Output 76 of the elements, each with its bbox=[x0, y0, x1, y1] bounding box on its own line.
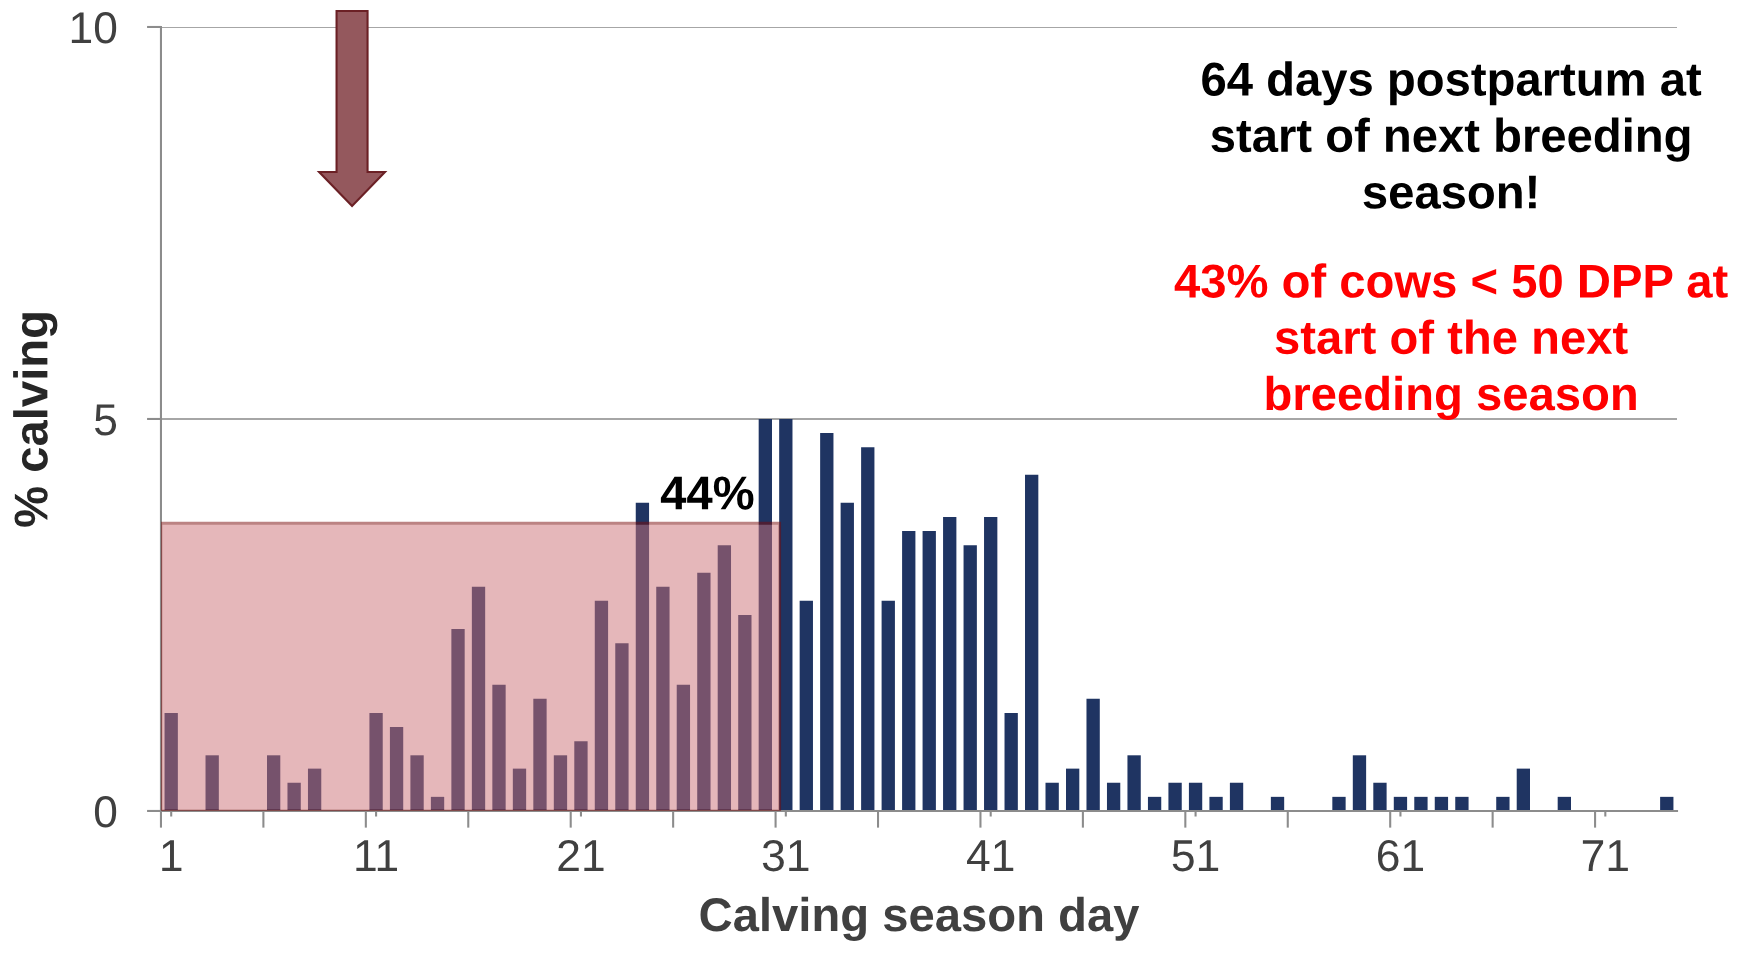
bar bbox=[1496, 796, 1510, 811]
bar bbox=[451, 629, 465, 811]
x-tick-label: 31 bbox=[762, 839, 809, 872]
bar bbox=[984, 516, 998, 811]
x-tick-label: 71 bbox=[1582, 840, 1628, 871]
bar bbox=[553, 755, 568, 811]
bar bbox=[512, 768, 527, 811]
bar bbox=[1209, 796, 1223, 811]
bar bbox=[717, 545, 732, 811]
bar bbox=[615, 643, 629, 811]
y-axis-title: % calving bbox=[13, 313, 58, 527]
bar bbox=[1106, 782, 1121, 811]
y-tick-label: 0 bbox=[94, 796, 117, 828]
bar bbox=[1168, 782, 1182, 811]
bar bbox=[1127, 755, 1141, 811]
x-axis-title: Calving season day bbox=[700, 896, 1140, 942]
x-tick-label: 1 bbox=[162, 840, 182, 871]
bar bbox=[1270, 796, 1285, 811]
bar bbox=[430, 796, 445, 811]
bar bbox=[1373, 782, 1387, 811]
bar bbox=[963, 545, 977, 811]
bar bbox=[676, 684, 691, 811]
bar bbox=[287, 782, 301, 811]
bar bbox=[1393, 796, 1408, 811]
y-tick-label: 5 bbox=[94, 404, 117, 436]
bar bbox=[799, 600, 813, 811]
bar bbox=[1557, 796, 1571, 811]
y-tick-label: 10 bbox=[71, 12, 117, 44]
x-tick-label: 61 bbox=[1377, 839, 1423, 872]
bar bbox=[779, 418, 793, 811]
bar bbox=[902, 531, 916, 811]
bar bbox=[1045, 782, 1059, 811]
bar bbox=[1004, 712, 1018, 811]
bar bbox=[1352, 755, 1367, 811]
bar bbox=[656, 586, 670, 811]
bar bbox=[1025, 474, 1039, 811]
bar bbox=[1516, 768, 1531, 811]
bar bbox=[881, 600, 895, 811]
x-tick-label: 51 bbox=[1172, 840, 1219, 872]
bar bbox=[1434, 796, 1449, 811]
x-tick-label: 41 bbox=[967, 840, 1014, 871]
bar bbox=[738, 614, 752, 811]
bar bbox=[492, 684, 506, 811]
bar bbox=[410, 755, 424, 811]
bar bbox=[1147, 796, 1162, 811]
bar bbox=[840, 502, 854, 811]
x-tick-label: 11 bbox=[356, 840, 397, 871]
bar bbox=[758, 418, 772, 811]
bar bbox=[594, 600, 609, 811]
bar bbox=[861, 447, 875, 811]
bar bbox=[1414, 796, 1428, 811]
bar bbox=[266, 755, 281, 811]
bar bbox=[205, 755, 219, 811]
bar bbox=[1188, 782, 1203, 811]
bar bbox=[369, 712, 383, 811]
bar bbox=[1455, 796, 1469, 811]
annotation: 43% of cows < 50 DPP at start of the next breeding season bbox=[1174, 263, 1728, 421]
bar bbox=[533, 698, 547, 811]
bar bbox=[1065, 768, 1080, 811]
bar bbox=[922, 531, 936, 811]
bar bbox=[307, 768, 322, 811]
bar bbox=[635, 502, 650, 811]
bar bbox=[389, 727, 404, 811]
bar bbox=[943, 516, 957, 811]
bar bbox=[1332, 796, 1346, 811]
bar bbox=[574, 741, 588, 811]
bar bbox=[1086, 698, 1100, 811]
band-label: 44% bbox=[660, 476, 754, 510]
bar bbox=[1660, 796, 1674, 811]
x-tick-label: 21 bbox=[558, 839, 604, 871]
annotation: 64 days postpartum at start of next breeding season! bbox=[1202, 61, 1702, 209]
bar bbox=[164, 712, 178, 811]
bar bbox=[820, 433, 834, 811]
bar bbox=[697, 572, 711, 811]
bar bbox=[1229, 782, 1244, 811]
bar bbox=[471, 586, 486, 811]
